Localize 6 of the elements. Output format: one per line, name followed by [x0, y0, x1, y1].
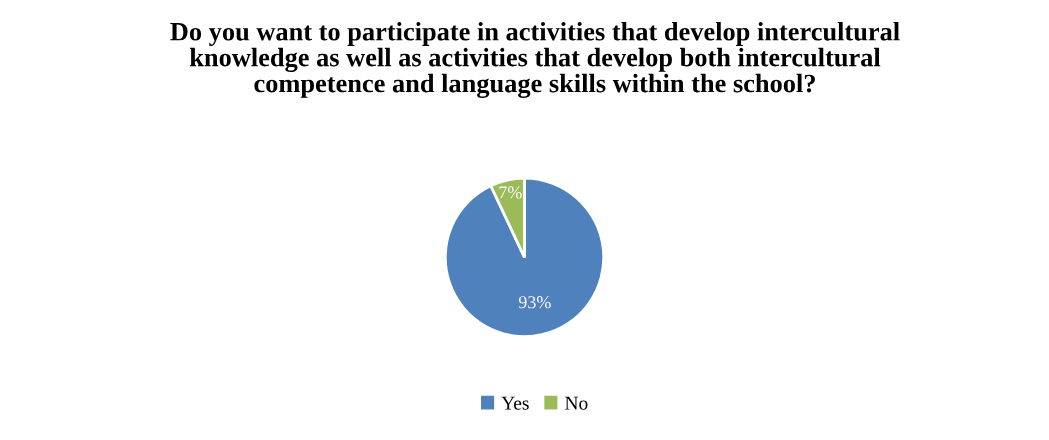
pie-slice: [443, 176, 606, 338]
legend-label: Yes: [501, 396, 529, 410]
legend-label: No: [565, 396, 588, 410]
data-label: 7%: [499, 186, 522, 199]
data-label: 93%: [518, 296, 551, 309]
chart-title: Do you want to participate in activities that develop intercultural knowledge as well as activities that develop both intercultural competence and language skills within the school?: [170, 22, 900, 98]
